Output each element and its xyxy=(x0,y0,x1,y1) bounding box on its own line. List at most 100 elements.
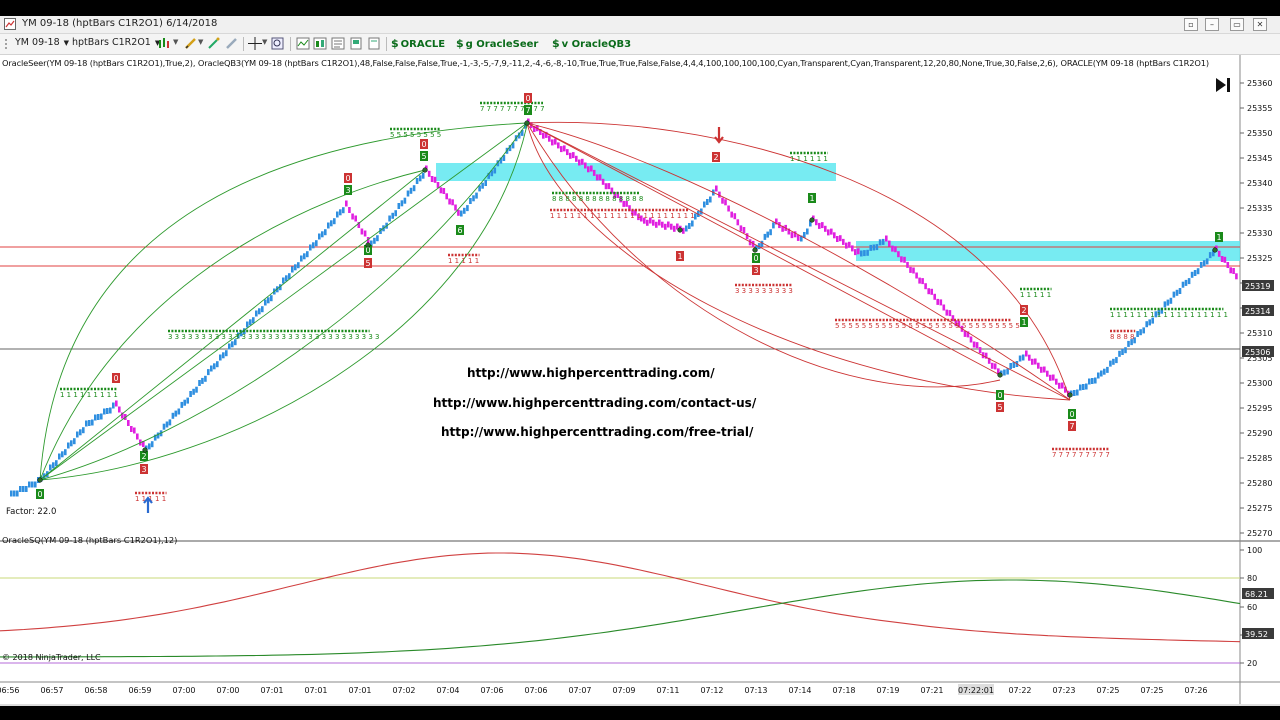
chart-area[interactable]: 25360 25355 25350 25345 25340 25335 25330 25325… xyxy=(0,55,1280,706)
time-tick-label: 07:21 xyxy=(920,686,943,695)
minimize-button[interactable]: – xyxy=(1205,18,1219,31)
price-bar xyxy=(234,339,237,346)
pencil-icon[interactable] xyxy=(184,37,198,50)
price-bar xyxy=(1190,271,1194,278)
sequence-number-label: 5 xyxy=(366,259,371,268)
price-bar xyxy=(1109,360,1112,367)
free-trial-url[interactable]: http://www.highpercenttrading.com/free-t… xyxy=(441,425,754,439)
price-bar xyxy=(475,192,478,199)
oracleqb3-button[interactable]: $ v OracleQB3 xyxy=(552,37,632,50)
chart-window: YM 09-18 (hptBars C1R2O1) 6/14/2018 ▫ – … xyxy=(0,16,1280,706)
osc-value-tag-label: 68.21 xyxy=(1245,590,1268,599)
price-bar xyxy=(261,306,264,313)
price-bar xyxy=(572,152,575,159)
bar-style-dropdown-icon[interactable]: ▼ xyxy=(173,38,179,46)
wand-icon[interactable] xyxy=(207,37,221,50)
fibonacci-arc xyxy=(526,122,1071,401)
price-bar xyxy=(539,129,542,135)
horizontal-scrollbar[interactable] xyxy=(0,704,1280,706)
copy-chart-icon[interactable] xyxy=(367,37,381,50)
price-bar xyxy=(616,192,620,198)
zoom-icon[interactable] xyxy=(271,37,285,50)
price-tick-label: 25345 xyxy=(1247,154,1272,163)
price-bar xyxy=(162,423,166,430)
price-bar xyxy=(366,237,370,243)
price-bar xyxy=(1061,382,1064,389)
sequence-number-label: 0 xyxy=(366,246,371,255)
price-bar xyxy=(291,266,294,273)
price-bar xyxy=(1151,317,1154,324)
price-chart-canvas[interactable]: 2536025355253502534525340253352533025325… xyxy=(0,55,1280,706)
price-bar xyxy=(781,225,784,232)
price-bar xyxy=(466,205,469,212)
price-bar xyxy=(204,375,207,382)
sequence-count-row: 1 1 1 1 1 1 1 1 1 xyxy=(60,391,118,399)
crosshair-icon[interactable] xyxy=(248,37,262,50)
price-bar xyxy=(569,152,572,159)
price-bar xyxy=(249,319,252,326)
restore-icon[interactable]: ▫ xyxy=(1184,18,1198,31)
price-bar xyxy=(388,215,391,222)
eraser-icon[interactable] xyxy=(225,37,239,50)
price-bar xyxy=(1196,268,1200,275)
close-button[interactable]: ✕ xyxy=(1253,18,1267,31)
price-bar xyxy=(730,211,733,218)
price-bar xyxy=(1124,347,1127,354)
oracleseer-button[interactable]: $ g OracleSeer xyxy=(456,37,539,50)
price-bar xyxy=(631,209,634,216)
next-bar-icon[interactable] xyxy=(1214,77,1232,93)
sequence-number-box xyxy=(364,258,372,268)
crosshair-dropdown-icon[interactable]: ▼ xyxy=(262,38,268,46)
last-price-tag-label: 25314 xyxy=(1245,307,1270,316)
sequence-number-label: 0 xyxy=(38,490,43,499)
price-bar xyxy=(82,427,85,434)
draw-dropdown-icon[interactable]: ▼ xyxy=(198,38,204,46)
indicator-label: OracleSeer(YM 09-18 (hptBars C1R2O1),Tru… xyxy=(2,58,1210,68)
price-bar xyxy=(133,427,136,434)
price-bar xyxy=(469,198,472,204)
indicators-icon[interactable] xyxy=(296,37,310,50)
maximize-button[interactable]: ▭ xyxy=(1230,18,1244,31)
price-bar xyxy=(198,380,201,386)
data-box-icon[interactable] xyxy=(349,37,363,50)
oracle-button[interactable]: $ ORACLE xyxy=(391,37,446,50)
price-bar xyxy=(694,213,697,220)
sequence-number-box xyxy=(712,152,720,162)
pivot-dot xyxy=(524,120,530,126)
fibonacci-arc xyxy=(526,122,1001,376)
price-bar xyxy=(900,256,903,263)
price-bar xyxy=(775,218,778,225)
price-bar xyxy=(661,221,664,228)
price-bar xyxy=(225,350,228,357)
price-bar xyxy=(869,244,872,251)
price-bar xyxy=(397,203,401,209)
price-tick-label: 25360 xyxy=(1247,79,1272,88)
bar-style-icon[interactable] xyxy=(158,37,172,50)
price-bar xyxy=(345,200,348,207)
contact-url[interactable]: http://www.highpercenttrading.com/contac… xyxy=(433,396,757,410)
price-bar xyxy=(634,209,637,216)
price-bar xyxy=(860,250,863,257)
website-url[interactable]: http://www.highpercenttrading.com/ xyxy=(467,366,715,380)
sequence-number-box xyxy=(676,251,684,261)
price-bar xyxy=(70,440,73,447)
price-bar xyxy=(607,183,611,190)
price-bar xyxy=(94,414,97,421)
price-bar xyxy=(793,231,797,238)
fibonacci-arc xyxy=(39,169,426,481)
properties-icon[interactable] xyxy=(331,37,345,50)
price-bar xyxy=(136,433,139,440)
price-bar xyxy=(604,183,608,190)
bartype-select[interactable]: hptBars C1R2O1 ▼ xyxy=(72,37,161,48)
price-bar xyxy=(376,235,379,242)
price-bar xyxy=(457,209,460,216)
strategies-icon[interactable] xyxy=(313,37,327,50)
sequence-number-box xyxy=(456,225,464,235)
price-bar xyxy=(815,219,818,226)
price-tick-label: 25295 xyxy=(1247,404,1272,413)
price-bar xyxy=(210,365,213,372)
instrument-select[interactable]: YM 09-18 ▼ xyxy=(15,37,70,48)
price-bar xyxy=(303,253,306,260)
price-bar xyxy=(1043,366,1046,373)
price-bar xyxy=(688,223,691,229)
